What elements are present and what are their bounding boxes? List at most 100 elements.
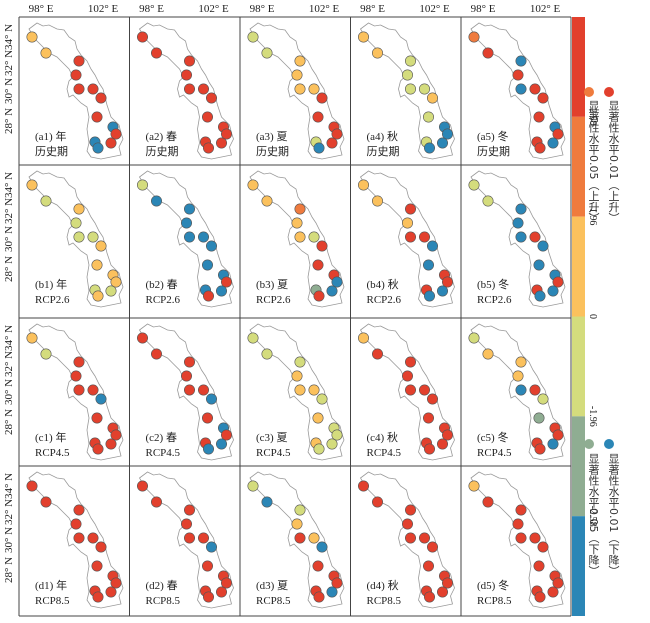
station-marker (150, 496, 162, 508)
x-tick-label: 98° E (250, 3, 275, 15)
station-marker (261, 496, 273, 508)
station-marker (437, 586, 449, 598)
station-marker (91, 412, 103, 424)
basin-outline (28, 22, 124, 160)
y-tick-label: 28° N (3, 557, 15, 583)
panel-label: (a2) 春 (146, 130, 177, 143)
station-marker (424, 142, 436, 154)
station-marker (203, 290, 215, 302)
panel-label: (d5) 冬 (477, 578, 509, 592)
x-tick-label: 98° E (471, 3, 496, 15)
station-marker (183, 55, 195, 67)
station-marker (404, 384, 416, 396)
station-marker (404, 356, 416, 368)
station-marker (150, 348, 162, 360)
station-marker (150, 195, 162, 207)
station-marker (515, 203, 527, 215)
station-marker (404, 532, 416, 544)
station-marker (534, 443, 546, 455)
panel-period: 历史期 (146, 145, 179, 158)
panel-period: RCP4.5 (367, 447, 402, 459)
station-marker (442, 276, 454, 288)
station-marker (87, 83, 99, 95)
station-marker (87, 384, 99, 396)
station-marker (294, 356, 306, 368)
station-marker (468, 31, 480, 43)
station-marker (312, 412, 324, 424)
station-marker (401, 370, 413, 382)
station-marker (247, 332, 259, 344)
station-marker (331, 429, 343, 441)
station-marker (533, 560, 545, 572)
y-tick-label: 34° N (3, 473, 15, 499)
basin-outline (28, 323, 124, 461)
y-tick-label: 30° N (3, 226, 15, 252)
y-tick-label: 28° N (3, 256, 15, 282)
station-marker (312, 259, 324, 271)
station-marker (437, 137, 449, 149)
station-marker (534, 290, 546, 302)
panel-c2: (c2) 春 RCP4.5 (137, 323, 234, 461)
station-marker (137, 480, 148, 492)
basin-outline (138, 170, 234, 308)
station-marker (482, 496, 494, 508)
station-marker (312, 111, 324, 123)
panel-period: RCP4.5 (146, 447, 181, 459)
colorbar-tick-label: 2.58 (587, 108, 598, 126)
station-marker (326, 586, 338, 598)
x-tick-label: 98° E (139, 3, 164, 15)
station-marker (371, 496, 383, 508)
station-marker (95, 240, 107, 252)
station-marker (404, 55, 416, 67)
legend-up-05-label: 显著性水平0.05（上升） (587, 100, 600, 224)
station-marker (183, 504, 195, 516)
station-marker (294, 532, 306, 544)
station-marker (552, 429, 564, 441)
station-marker (404, 83, 416, 95)
station-marker (515, 504, 527, 516)
station-marker (326, 438, 338, 450)
legend-down-05-label: 显著性水平0.05（下降） (587, 453, 600, 577)
station-marker (423, 560, 435, 572)
colorbar-segment (572, 416, 585, 517)
basin-outline (249, 323, 345, 461)
station-marker (533, 259, 545, 271)
station-marker (437, 438, 449, 450)
panel-period: RCP8.5 (256, 595, 291, 607)
station-marker (180, 69, 192, 81)
station-marker (294, 83, 306, 95)
station-marker (512, 518, 524, 530)
station-marker (427, 92, 439, 104)
station-marker (183, 384, 195, 396)
y-tick-label: 28° N (3, 108, 15, 134)
station-marker (91, 111, 103, 123)
station-marker (437, 285, 449, 297)
station-marker (183, 203, 195, 215)
panel-period: RCP2.6 (367, 294, 402, 306)
panel-label: (b2) 春 (146, 278, 178, 291)
panel-d5: (d5) 冬 RCP8.5 (468, 471, 566, 609)
station-marker (442, 429, 454, 441)
station-marker (326, 137, 338, 149)
station-marker (137, 179, 148, 191)
station-marker (313, 443, 325, 455)
panel-b4: (b4) 秋 RCP2.6 (358, 170, 455, 308)
basin-outline (249, 170, 345, 308)
station-marker (183, 532, 195, 544)
station-marker (110, 429, 122, 441)
basin-outline (359, 22, 455, 160)
panel-b3: (b3) 夏 RCP2.6 (247, 170, 345, 308)
station-marker (202, 412, 214, 424)
panel-period: RCP2.6 (146, 294, 181, 306)
basin-outline (359, 471, 455, 609)
station-marker (198, 83, 210, 95)
station-marker (221, 577, 233, 589)
colorbar-tick-label: -1.96 (587, 406, 598, 427)
station-marker (294, 203, 306, 215)
station-marker (294, 384, 306, 396)
station-marker (70, 518, 82, 530)
station-marker (331, 128, 343, 140)
